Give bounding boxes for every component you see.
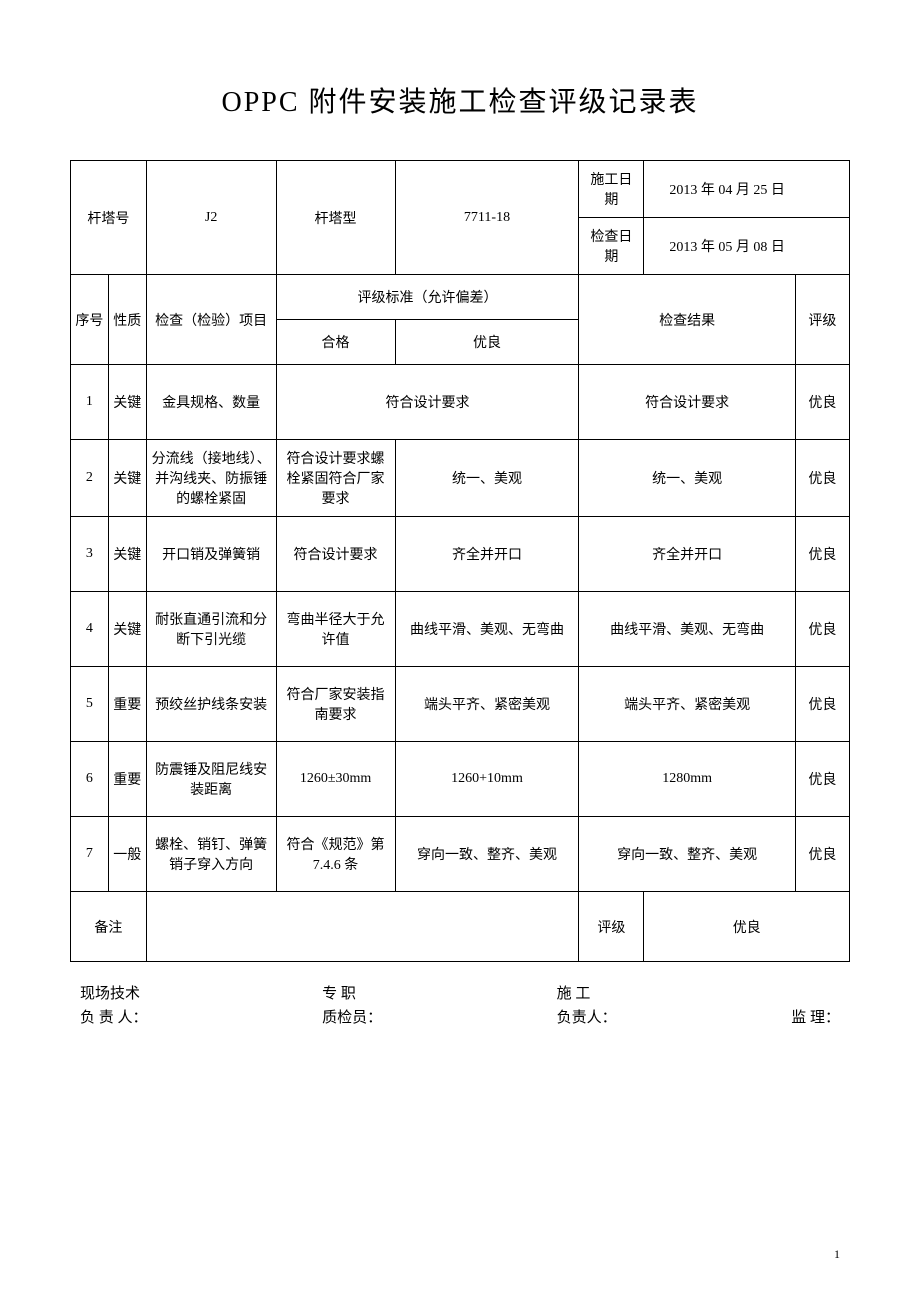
cell-qualified: 符合设计要求 xyxy=(276,365,579,440)
cell-qualified: 符合设计要求螺栓紧固符合厂家要求 xyxy=(276,440,395,517)
col-nature: 性质 xyxy=(108,275,146,365)
qc-signature: 专 职 质检员： xyxy=(322,982,382,1030)
cell-nature: 重要 xyxy=(108,667,146,742)
cell-seq: 2 xyxy=(71,440,109,517)
final-rating-value: 优良 xyxy=(644,892,850,962)
cell-result: 齐全并开口 xyxy=(579,517,795,592)
qc-line1: 专 职 xyxy=(322,982,356,1006)
cell-nature: 重要 xyxy=(108,742,146,817)
cell-item: 金具规格、数量 xyxy=(146,365,276,440)
tower-num-value: J2 xyxy=(146,161,276,275)
tower-type-value: 7711-18 xyxy=(395,161,579,275)
col-item: 检查（检验）项目 xyxy=(146,275,276,365)
cell-rating: 优良 xyxy=(795,440,849,517)
table-row: 4 关键 耐张直通引流和分断下引光缆 弯曲半径大于允许值 曲线平滑、美观、无弯曲… xyxy=(71,592,850,667)
col-result: 检查结果 xyxy=(579,275,795,365)
construction-date-value: 2013 年 04 月 25 日 xyxy=(644,161,850,218)
table-row: 7 一般 螺栓、销钉、弹簧销子穿入方向 符合《规范》第7.4.6 条 穿向一致、… xyxy=(71,817,850,892)
cell-rating: 优良 xyxy=(795,365,849,440)
cell-rating: 优良 xyxy=(795,517,849,592)
cell-item: 螺栓、销钉、弹簧销子穿入方向 xyxy=(146,817,276,892)
inspection-date-value: 2013 年 05 月 08 日 xyxy=(644,218,850,275)
cell-result: 穿向一致、整齐、美观 xyxy=(579,817,795,892)
tower-num-label: 杆塔号 xyxy=(71,161,147,275)
cell-seq: 7 xyxy=(71,817,109,892)
cell-item: 开口销及弹簧销 xyxy=(146,517,276,592)
col-seq: 序号 xyxy=(71,275,109,365)
cell-seq: 1 xyxy=(71,365,109,440)
inspection-table: 杆塔号 J2 杆塔型 7711-18 施工日期 2013 年 04 月 25 日… xyxy=(70,160,850,962)
cell-qualified: 符合《规范》第7.4.6 条 xyxy=(276,817,395,892)
tower-type-label: 杆塔型 xyxy=(276,161,395,275)
cell-result: 曲线平滑、美观、无弯曲 xyxy=(579,592,795,667)
cell-rating: 优良 xyxy=(795,592,849,667)
signature-area: 现场技术 负 责 人： 专 职 质检员： 施 工 负责人： 监 理： xyxy=(70,982,850,1030)
cell-seq: 5 xyxy=(71,667,109,742)
cell-rating: 优良 xyxy=(795,742,849,817)
cell-result: 符合设计要求 xyxy=(579,365,795,440)
final-rating-label: 评级 xyxy=(579,892,644,962)
tech-line2: 负 责 人： xyxy=(80,1006,148,1030)
cell-item: 预绞丝护线条安装 xyxy=(146,667,276,742)
cell-result: 端头平齐、紧密美观 xyxy=(579,667,795,742)
table-row: 1 关键 金具规格、数量 符合设计要求 符合设计要求 优良 xyxy=(71,365,850,440)
inspection-date-label: 检查日期 xyxy=(579,218,644,275)
cell-item: 防震锤及阻尼线安装距离 xyxy=(146,742,276,817)
cell-rating: 优良 xyxy=(795,817,849,892)
table-row: 2 关键 分流线（接地线）、并沟线夹、防振锤的螺栓紧固 符合设计要求螺栓紧固符合… xyxy=(71,440,850,517)
col-standard: 评级标准（允许偏差） xyxy=(276,275,579,320)
cell-excellent: 端头平齐、紧密美观 xyxy=(395,667,579,742)
supervisor-signature: 监 理： xyxy=(791,982,840,1030)
cell-result: 统一、美观 xyxy=(579,440,795,517)
qc-line2: 质检员： xyxy=(322,1006,382,1030)
construction-signature: 施 工 负责人： xyxy=(557,982,617,1030)
cell-seq: 6 xyxy=(71,742,109,817)
cell-nature: 关键 xyxy=(108,517,146,592)
tech-signature: 现场技术 负 责 人： xyxy=(80,982,148,1030)
cell-excellent: 齐全并开口 xyxy=(395,517,579,592)
cell-seq: 3 xyxy=(71,517,109,592)
cell-nature: 一般 xyxy=(108,817,146,892)
cell-qualified: 弯曲半径大于允许值 xyxy=(276,592,395,667)
cell-qualified: 符合设计要求 xyxy=(276,517,395,592)
col-qualified: 合格 xyxy=(276,320,395,365)
cell-nature: 关键 xyxy=(108,592,146,667)
table-row: 3 关键 开口销及弹簧销 符合设计要求 齐全并开口 齐全并开口 优良 xyxy=(71,517,850,592)
remark-label: 备注 xyxy=(71,892,147,962)
col-rating: 评级 xyxy=(795,275,849,365)
table-row: 6 重要 防震锤及阻尼线安装距离 1260±30mm 1260+10mm 128… xyxy=(71,742,850,817)
cell-nature: 关键 xyxy=(108,440,146,517)
construction-line1: 施 工 xyxy=(557,982,591,1006)
construction-date-label: 施工日期 xyxy=(579,161,644,218)
cell-qualified: 符合厂家安装指南要求 xyxy=(276,667,395,742)
cell-excellent: 曲线平滑、美观、无弯曲 xyxy=(395,592,579,667)
cell-excellent: 穿向一致、整齐、美观 xyxy=(395,817,579,892)
construction-line2: 负责人： xyxy=(557,1006,617,1030)
page-number: 1 xyxy=(834,1247,840,1262)
cell-excellent: 统一、美观 xyxy=(395,440,579,517)
table-row: 5 重要 预绞丝护线条安装 符合厂家安装指南要求 端头平齐、紧密美观 端头平齐、… xyxy=(71,667,850,742)
col-excellent: 优良 xyxy=(395,320,579,365)
cell-qualified: 1260±30mm xyxy=(276,742,395,817)
supervisor-label: 监 理： xyxy=(791,1006,840,1030)
cell-item: 分流线（接地线）、并沟线夹、防振锤的螺栓紧固 xyxy=(146,440,276,517)
tech-line1: 现场技术 xyxy=(80,982,140,1006)
cell-seq: 4 xyxy=(71,592,109,667)
cell-rating: 优良 xyxy=(795,667,849,742)
page-title: OPPC 附件安装施工检查评级记录表 xyxy=(70,80,850,120)
cell-excellent: 1260+10mm xyxy=(395,742,579,817)
cell-result: 1280mm xyxy=(579,742,795,817)
cell-item: 耐张直通引流和分断下引光缆 xyxy=(146,592,276,667)
remark-value xyxy=(146,892,579,962)
cell-nature: 关键 xyxy=(108,365,146,440)
